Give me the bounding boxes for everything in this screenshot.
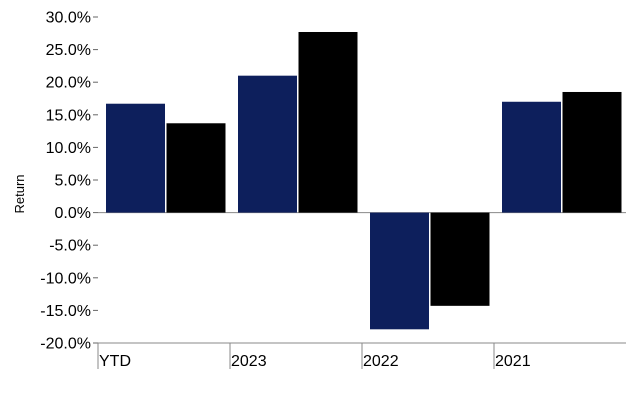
bar-2022-series-2 — [430, 212, 490, 306]
y-tick-label: 25.0% — [46, 42, 91, 59]
bar-ytd-series-1 — [106, 103, 165, 213]
bars — [106, 31, 622, 330]
y-axis-title: Return — [12, 174, 27, 213]
bar-ytd-series-2 — [166, 123, 226, 213]
y-tick-label: 0.0% — [55, 205, 91, 222]
bar-2023-series-2 — [298, 31, 358, 213]
bar-2021-series-2 — [562, 91, 622, 213]
x-category-label: YTD — [99, 353, 131, 370]
y-tick-label: -15.0% — [40, 303, 91, 320]
y-tick-label: -10.0% — [40, 270, 91, 287]
y-tick-label: -5.0% — [49, 238, 91, 255]
y-tick-label: -20.0% — [40, 336, 91, 353]
bar-2021-series-1 — [502, 101, 561, 213]
x-category-label: 2021 — [495, 353, 531, 370]
x-category-label: 2023 — [231, 353, 267, 370]
y-tick-label: 20.0% — [46, 75, 91, 92]
y-tick-label: 15.0% — [46, 107, 91, 124]
x-axis: YTD 2023 2022 2021 — [97, 342, 626, 370]
y-tick-label: 10.0% — [46, 140, 91, 157]
y-tick-label: 30.0% — [46, 10, 91, 27]
y-tick-label: 5.0% — [55, 173, 91, 190]
bar-2022-series-1 — [370, 212, 429, 330]
bar-2023-series-1 — [238, 75, 297, 213]
x-category-label: 2022 — [363, 353, 399, 370]
